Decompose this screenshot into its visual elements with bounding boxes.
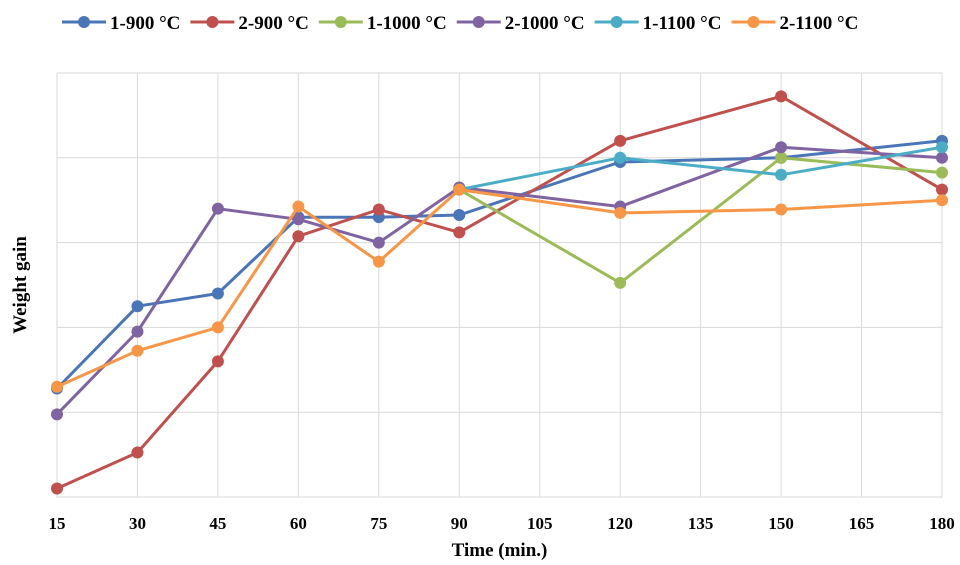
data-point xyxy=(614,276,627,289)
data-point xyxy=(775,151,788,164)
x-axis-ticks: 15 30 45 60 75 90 105 120 135 150 165 180 xyxy=(49,514,955,533)
x-tick-label: 30 xyxy=(129,514,146,533)
data-point xyxy=(211,287,224,300)
plot-frame xyxy=(56,72,943,498)
data-point xyxy=(936,166,948,179)
series-line xyxy=(459,145,943,192)
legend-swatch-marker xyxy=(334,16,347,28)
x-tick-label: 90 xyxy=(451,514,468,533)
data-point xyxy=(372,236,385,249)
data-point xyxy=(131,446,144,459)
legend-swatch-marker xyxy=(472,16,485,28)
data-point xyxy=(936,183,948,196)
legend-label: 1-900 °C xyxy=(110,13,180,34)
series xyxy=(51,141,948,421)
data-point xyxy=(453,183,466,196)
series xyxy=(51,90,948,495)
legend-label: 2-1000 °C xyxy=(505,13,585,34)
y-axis-label: Weight gain xyxy=(10,236,31,334)
x-tick-label: 120 xyxy=(607,514,633,533)
data-point xyxy=(936,194,948,207)
data-point xyxy=(292,230,305,243)
data-point xyxy=(775,168,788,181)
legend-swatch-marker xyxy=(206,16,219,28)
data-point xyxy=(372,255,385,268)
data-point xyxy=(614,151,627,164)
series-line xyxy=(56,188,943,389)
data-point xyxy=(292,213,305,226)
legend-label: 1-1100 °C xyxy=(643,13,722,34)
series-line xyxy=(55,145,943,416)
legend-item: 1-1000 °C xyxy=(318,13,447,34)
x-tick-label: 45 xyxy=(209,514,226,533)
legend-item: 2-900 °C xyxy=(190,13,309,34)
data-point xyxy=(131,325,144,338)
data-point xyxy=(211,355,224,368)
x-tick-label: 180 xyxy=(929,514,955,533)
legend-label: 1-1000 °C xyxy=(367,13,447,34)
legend-item: 1-900 °C xyxy=(62,13,180,34)
series xyxy=(51,134,948,395)
x-tick-label: 135 xyxy=(688,514,714,533)
data-point xyxy=(936,151,948,164)
data-point xyxy=(372,203,385,216)
data-point xyxy=(211,321,224,334)
series xyxy=(51,183,948,393)
series-layer xyxy=(51,90,948,495)
legend-label: 2-900 °C xyxy=(238,13,308,34)
data-point xyxy=(51,380,63,393)
legend-item: 2-1000 °C xyxy=(456,13,585,34)
data-point xyxy=(775,141,788,154)
x-tick-label: 150 xyxy=(768,514,794,533)
x-tick-label: 15 xyxy=(49,514,66,533)
legend: 1-900 °C 2-900 °C 1-1000 °C 2-1000 °C 1-1100… xyxy=(62,13,858,34)
legend-swatch-marker xyxy=(610,16,623,28)
legend-item: 1-1100 °C xyxy=(594,13,722,34)
legend-label: 2-1100 °C xyxy=(779,13,858,34)
x-axis-label: Time (min.) xyxy=(452,540,548,560)
gridlines xyxy=(56,72,943,498)
series-line xyxy=(458,156,943,285)
data-point xyxy=(614,206,627,219)
data-point xyxy=(936,141,948,154)
legend-swatch-marker xyxy=(78,16,90,28)
data-point xyxy=(131,300,144,313)
data-point xyxy=(614,134,627,147)
data-point xyxy=(131,344,144,357)
x-tick-label: 75 xyxy=(370,514,387,533)
legend-swatch-marker xyxy=(747,16,760,28)
legend-item: 2-1100 °C xyxy=(731,13,858,34)
data-point xyxy=(775,90,788,103)
data-point xyxy=(453,209,466,222)
data-point xyxy=(453,226,466,239)
data-point xyxy=(211,202,224,215)
data-point xyxy=(292,200,305,213)
plot-area xyxy=(51,72,948,498)
x-tick-label: 165 xyxy=(849,514,875,533)
data-point xyxy=(51,482,63,495)
x-tick-label: 105 xyxy=(527,514,553,533)
data-point xyxy=(51,408,63,421)
data-point xyxy=(775,203,788,216)
x-tick-label: 60 xyxy=(290,514,307,533)
series-line xyxy=(55,139,943,390)
